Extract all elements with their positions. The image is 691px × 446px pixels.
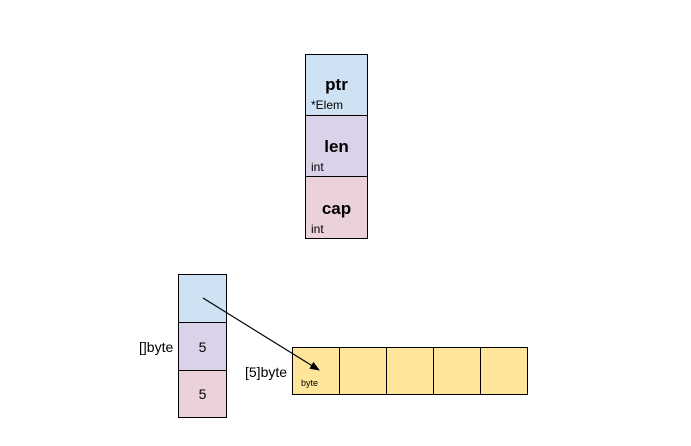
byte-array-cell	[480, 347, 528, 395]
len-field: len int	[305, 115, 368, 177]
cap-field-name: cap	[321, 199, 352, 218]
byte-slice-label: []byte	[139, 339, 174, 355]
ptr-field-name: ptr	[325, 75, 348, 94]
cap-field: cap int	[305, 176, 368, 239]
pointer-arrow-line	[202, 297, 320, 371]
byte-array-cell	[339, 347, 387, 395]
byte-slice-len-cell: 5	[178, 322, 227, 371]
byte-array-label: [5]byte	[245, 364, 288, 380]
byte-slice-cap-value: 5	[198, 386, 207, 402]
ptr-field-type: *Elem	[311, 98, 344, 112]
len-field-name: len	[324, 137, 349, 156]
byte-array-cell: byte	[292, 347, 340, 395]
ptr-field: ptr *Elem	[305, 54, 368, 116]
cap-field-type: int	[311, 222, 324, 236]
byte-slice-len-value: 5	[198, 338, 207, 355]
len-field-type: int	[311, 160, 324, 174]
byte-slice-cap-cell: 5	[178, 370, 227, 418]
byte-array-cell	[386, 347, 434, 395]
byte-slice-ptr-cell	[178, 274, 227, 323]
byte-array-cell	[433, 347, 481, 395]
byte-element-label: byte	[301, 378, 319, 388]
